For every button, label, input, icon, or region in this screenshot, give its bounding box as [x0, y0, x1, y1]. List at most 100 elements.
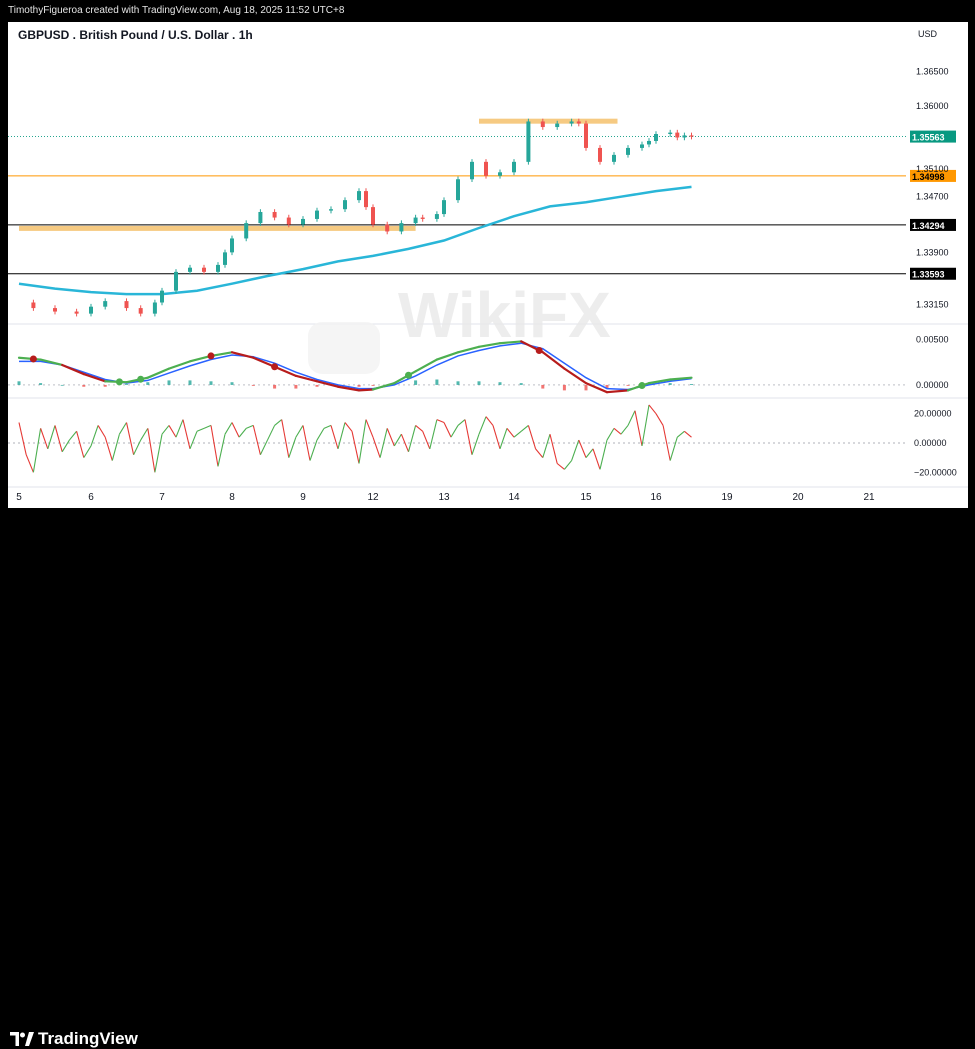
osc-line-segment [450, 425, 459, 438]
price-chart[interactable]: WikiFX 1.34998 1.34294 1.33593 1.35563 5 6 7 8… [8, 22, 968, 508]
macd-line-segment [146, 367, 171, 379]
macd-histogram-bar [456, 381, 460, 385]
candle-body [216, 264, 220, 272]
y-tick-label: 1.36500 [916, 66, 949, 76]
candle-body [89, 306, 93, 314]
macd-histogram-bar [605, 384, 609, 389]
macd-histogram-bar [435, 379, 439, 385]
macd-histogram-bar [17, 381, 21, 385]
horizontal-levels[interactable]: 1.34998 1.34294 1.33593 1.35563 [8, 130, 956, 280]
macd-histogram-bar [414, 380, 418, 385]
level-price-badge [910, 267, 956, 280]
osc-line-segment [111, 434, 120, 461]
macd-line-segment [252, 356, 276, 368]
x-tick-label: 19 [721, 492, 733, 503]
osc-line-segment [344, 422, 353, 432]
osc-line-segment [224, 422, 233, 435]
osc-line-segment [578, 439, 587, 458]
macd-line-segment [125, 376, 149, 384]
x-tick-label: 15 [580, 492, 592, 503]
macd-cross-dot [405, 371, 412, 379]
osc-line-segment [231, 422, 240, 438]
osc-line-segment [436, 419, 445, 424]
x-tick-label: 5 [16, 492, 22, 503]
osc-line-segment [76, 431, 85, 458]
osc-line-segment [302, 425, 311, 461]
macd-line-segment [541, 351, 566, 370]
osc-line-segment [118, 422, 127, 435]
macd-line-segment [669, 376, 693, 381]
osc-line-segment [133, 439, 142, 455]
candle-body [315, 210, 319, 219]
candle-body [31, 302, 36, 309]
wikifx-watermark: WikiFX [308, 279, 611, 374]
osc-line-segment [684, 430, 692, 438]
osc-line-segment [245, 424, 254, 429]
candlesticks [31, 118, 694, 317]
macd-histogram-bar [146, 382, 150, 385]
osc-line-segment [641, 404, 650, 447]
osc-line-segment [563, 460, 573, 470]
osc-line-segment [68, 430, 78, 441]
osc-tick-label: 20.00000 [914, 409, 952, 419]
x-tick-label: 9 [300, 492, 306, 503]
candle-body [675, 132, 680, 138]
macd-line-segment [584, 382, 609, 394]
macd-histogram-bar [562, 384, 566, 391]
macd-line-segment [357, 388, 375, 392]
watermark-text: WikiFX [398, 279, 611, 351]
candle-body [598, 147, 602, 162]
osc-line-segment [422, 431, 431, 450]
osc-line-segment [655, 413, 664, 426]
osc-line-segment [393, 433, 402, 447]
macd-histogram-bar [273, 384, 277, 389]
candle-body [512, 161, 516, 173]
osc-line-segment [372, 436, 381, 458]
osc-line-segment [556, 463, 565, 470]
osc-line-segment [386, 428, 395, 447]
osc-line-segment [61, 439, 70, 453]
level-price-label: 1.34998 [912, 172, 945, 182]
macd-histogram-bar [251, 384, 255, 386]
candle-body [364, 191, 368, 208]
macd-histogram-bar [584, 384, 588, 391]
osc-line-segment [542, 434, 551, 458]
osc-line-segment [147, 428, 156, 473]
candle-body [484, 161, 488, 176]
candle-body [456, 179, 460, 201]
macd-line-segment [647, 378, 672, 385]
tradingview-logo-icon [10, 1032, 34, 1046]
macd-line-segment [17, 356, 42, 361]
osc-line-segment [217, 434, 226, 467]
attribution-text: TimothyFigueroa created with TradingView… [8, 5, 345, 16]
macd-line-segment [104, 380, 128, 384]
macd-histogram-bar [690, 384, 693, 385]
level-price-label: 1.33593 [912, 270, 945, 280]
osc-line-segment [627, 410, 636, 426]
candle-body [612, 154, 616, 162]
chart-grid [8, 323, 968, 488]
osc-line-segment [175, 419, 184, 438]
osc-line-segment [620, 425, 629, 435]
candle-body [138, 308, 143, 314]
macd-cross-dot [535, 346, 543, 354]
candle-body [258, 211, 263, 224]
watermark-logo [308, 322, 380, 374]
macd-line-segment [456, 345, 481, 354]
candle-body [434, 214, 439, 219]
osc-line-segment [97, 425, 106, 438]
candle-body [272, 211, 277, 218]
candle-body [569, 121, 574, 124]
macd-cross-dot [638, 382, 646, 390]
macd-line-segment [605, 389, 630, 394]
osc-line-segment [499, 428, 508, 450]
osc-line-segment [407, 425, 417, 452]
macd-histogram-bar [82, 384, 86, 387]
candle-body [371, 207, 375, 225]
last-price-badge [910, 130, 956, 143]
candle-body [160, 290, 164, 303]
x-tick-label: 7 [159, 492, 165, 503]
macd-line-segment [294, 374, 319, 383]
macd-line-segment [336, 385, 361, 392]
osc-line-segment [323, 424, 332, 429]
